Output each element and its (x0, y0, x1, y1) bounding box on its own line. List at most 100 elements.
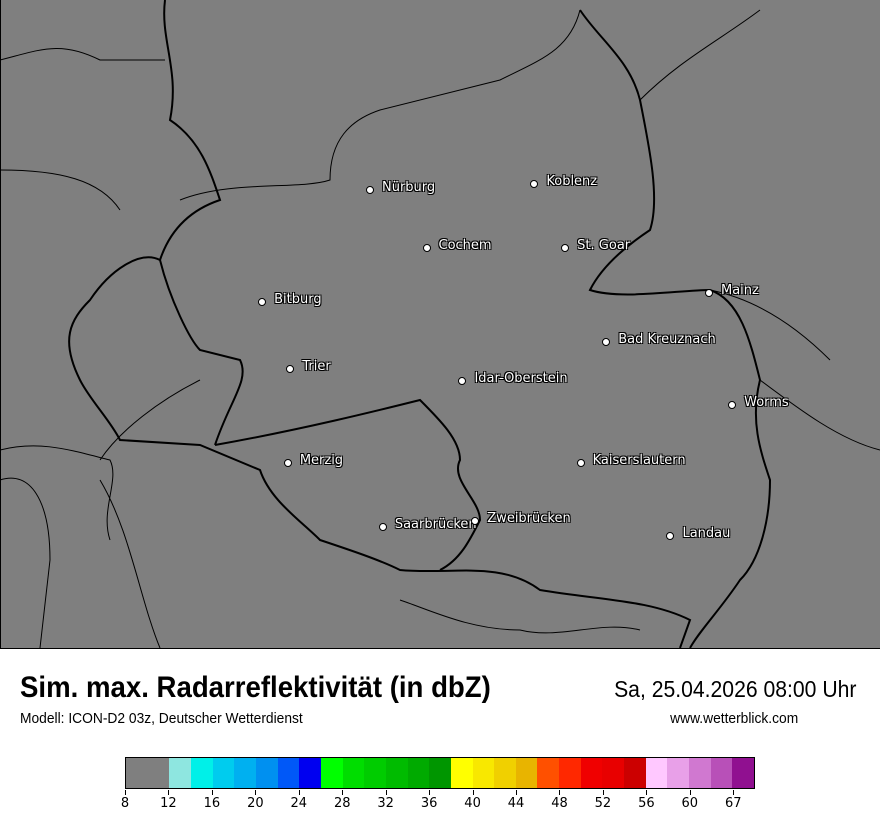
tick-mark (429, 790, 431, 795)
colorbar-segment (234, 758, 256, 788)
tick-label: 12 (160, 796, 177, 811)
website-link[interactable]: www.wetterblick.com (669, 710, 798, 727)
borders (0, 0, 880, 648)
city-label: Bad Kreuznach (618, 331, 716, 347)
colorbar-segment (689, 758, 711, 788)
tick-label: 48 (551, 796, 568, 811)
tick-mark (733, 790, 735, 795)
city-label: Trier (302, 359, 331, 375)
colorbar-segment (537, 758, 560, 788)
colorbar-segment (407, 758, 430, 788)
colorbar-segment (472, 758, 495, 788)
city-label: Saarbrücken (394, 516, 477, 532)
colorbar-segment (624, 758, 646, 788)
tick-label: 28 (333, 796, 351, 811)
city-label: Merzig (299, 453, 344, 469)
colorbar-segment (255, 758, 278, 788)
map-title: Sim. max. Radarreflektivität (in dbZ) (20, 671, 491, 704)
colorbar-segment (602, 758, 625, 788)
tick-label: 24 (290, 796, 308, 811)
colorbar-segment (126, 758, 170, 788)
tick-mark (516, 790, 518, 795)
city-marker (258, 298, 267, 307)
tick-label: 56 (638, 796, 655, 811)
colorbar-segment (190, 758, 213, 788)
tick-label: 52 (594, 796, 612, 811)
colorbar-ticks: 8 12 16 20 24 28 32 36 40 44 48 52 56 60 67 (121, 790, 755, 820)
city-marker (705, 289, 713, 298)
city-marker (283, 459, 292, 468)
tick-mark (211, 790, 213, 795)
tick-mark (255, 790, 257, 795)
tick-label: 67 (724, 796, 742, 811)
state-border (159, 259, 244, 446)
city-marker (286, 365, 295, 374)
tick-label: 60 (681, 796, 699, 811)
tick-label: 36 (420, 796, 438, 811)
city-label: Nürburg (382, 180, 436, 195)
colorbar-segment (515, 758, 538, 788)
city-marker (471, 516, 480, 525)
city-label: Koblenz (546, 173, 598, 189)
colorbar-segment (494, 758, 516, 788)
colorbar-segment (732, 758, 755, 788)
tick-mark (342, 790, 344, 795)
colorbar-segment (559, 758, 581, 788)
tick-label: 44 (507, 796, 525, 811)
tick-mark (646, 790, 648, 795)
colorbar-segment (385, 758, 408, 788)
colorbar-segment (342, 758, 365, 788)
city-label: Worms (744, 395, 789, 411)
city-label: Kaiserslautern (592, 453, 686, 469)
tick-mark (472, 790, 474, 795)
tick-label: 16 (203, 796, 221, 811)
colorbar-segment (169, 758, 191, 788)
model-info: Modell: ICON-D2 03z, Deutscher Wetterdie… (20, 710, 303, 727)
tick-mark (689, 790, 691, 795)
colorbar-segment (299, 758, 321, 788)
tick-mark (298, 790, 300, 795)
city-marker (378, 522, 387, 531)
city-label: Cochem (438, 237, 492, 253)
city-marker (576, 459, 585, 468)
city-marker (530, 179, 539, 188)
tick-label: 40 (464, 796, 481, 811)
city-marker (666, 532, 675, 540)
city-marker (366, 186, 374, 194)
city-marker (561, 243, 570, 252)
colorbar-segment (667, 758, 690, 788)
colorbar-segment (645, 758, 668, 788)
city-label: Bitburg (274, 292, 322, 308)
tick-mark (125, 790, 126, 795)
tick-mark (602, 790, 604, 795)
tick-label: 20 (247, 796, 264, 811)
state-border (0, 0, 692, 648)
tick-mark (559, 790, 561, 795)
city-label: Mainz (721, 283, 759, 299)
colorbar-segment (364, 758, 386, 788)
radar-map (0, 0, 880, 649)
colorbar-segment (580, 758, 603, 788)
city-marker (458, 377, 467, 386)
tick-mark (385, 790, 387, 795)
colorbar-segment (277, 758, 300, 788)
city-label: Idar-Oberstein (474, 371, 568, 387)
colorbar (125, 757, 755, 789)
colorbar-segment (320, 758, 343, 788)
city-label: Zweibrücken (487, 510, 571, 526)
city-label: Landau (682, 526, 731, 541)
tick-label: 32 (377, 796, 394, 811)
colorbar-segment (450, 758, 473, 788)
colorbar-segment (212, 758, 235, 788)
colorbar-segment (710, 758, 733, 788)
tick-mark (168, 790, 170, 795)
forecast-datetime: Sa, 25.04.2026 08:00 Uhr (613, 676, 856, 702)
city-marker (422, 243, 431, 252)
tick-label: 8 (120, 796, 130, 811)
city-label: St. Goar (577, 237, 631, 253)
city-marker (602, 337, 611, 346)
colorbar-segment (429, 758, 451, 788)
city-marker (728, 401, 737, 410)
saarland-border (214, 398, 482, 571)
state-border (579, 9, 772, 648)
